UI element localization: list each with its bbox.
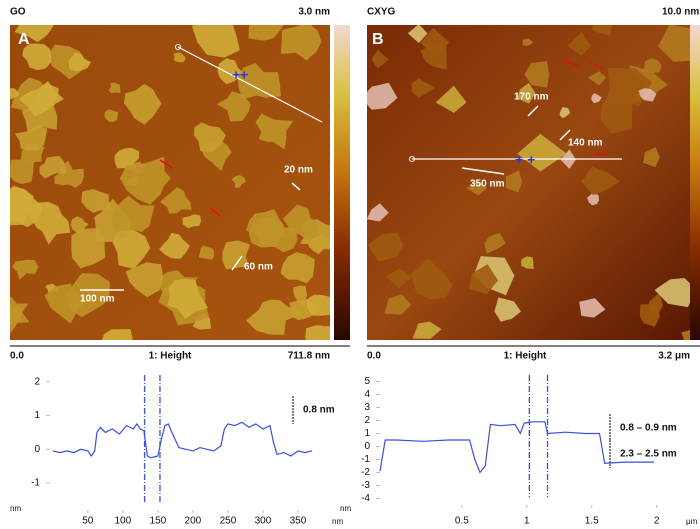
scale-max: 3.0 nm (298, 7, 330, 18)
y-axis-label: nm (340, 504, 351, 513)
y-tick-label: -4 (361, 493, 370, 504)
annotation: 20 nm (284, 165, 313, 176)
annotation: 350 nm (470, 179, 505, 190)
profile-line (380, 422, 654, 473)
page: GO 3.0 nm ++ A 20 nm 60 nm 100 nm 0.0 1:… (0, 0, 700, 529)
x-tick-label: 0.5 (455, 516, 469, 527)
y-tick-label: 1 (364, 428, 370, 439)
color-bar (690, 25, 700, 340)
panel-letter: A (18, 31, 30, 48)
panel-letter: B (372, 31, 384, 48)
x-axis-label: μm (686, 517, 698, 526)
profile-annotation: 0.8 nm (303, 405, 335, 416)
scale-max: 10.0 nm (662, 7, 699, 18)
channel: 1: Height (504, 351, 547, 362)
x-tick-label: 150 (150, 516, 167, 527)
x-tick-label: 250 (220, 516, 237, 527)
x-tick-label: 350 (290, 516, 307, 527)
annotation: 170 nm (514, 92, 549, 103)
y-tick-label: 2 (34, 376, 40, 387)
y-tick-label: 1 (34, 410, 40, 421)
x-tick-label: 300 (255, 516, 272, 527)
image-size: 711.8 nm (288, 351, 330, 362)
flake (307, 295, 335, 316)
figure: GO 3.0 nm ++ A 20 nm 60 nm 100 nm 0.0 1:… (0, 0, 700, 529)
channel: 1: Height (149, 351, 192, 362)
x-tick-label: 200 (185, 516, 202, 527)
x-axis-label: nm (332, 517, 343, 526)
panel-title: GO (10, 7, 26, 18)
y-tick-label: 0 (364, 441, 370, 452)
y-tick-label: 3 (364, 402, 370, 413)
y-tick-label: -1 (361, 454, 370, 465)
x-tick-label: 1.5 (585, 516, 599, 527)
y-tick-label: -3 (361, 480, 370, 491)
annotation: 60 nm (244, 262, 273, 273)
x-tick-label: 100 (115, 516, 132, 527)
x-tick-label: 2 (654, 516, 660, 527)
image-size: 3.2 μm (658, 351, 690, 362)
y-tick-label: -1 (31, 478, 40, 489)
y-tick-label: 5 (364, 376, 370, 387)
scale-min: 0.0 (10, 351, 24, 362)
x-tick-label: 1 (524, 516, 530, 527)
profile-annotation: 0.8 – 0.9 nm (620, 423, 677, 434)
y-tick-label: 0 (34, 444, 40, 455)
y-axis-label: nm (10, 504, 21, 513)
panel-title: CXYG (367, 7, 396, 18)
color-bar (334, 25, 350, 340)
profile-annotation: 2.3 – 2.5 nm (620, 449, 677, 460)
y-tick-label: 2 (364, 415, 370, 426)
x-tick-label: 50 (82, 516, 94, 527)
cursor-mark: + + (515, 152, 535, 168)
annotation: 100 nm (80, 294, 115, 305)
profile-line (53, 422, 312, 457)
annotation: 140 nm (568, 138, 603, 149)
y-tick-label: 4 (364, 389, 370, 400)
cursor-mark: ++ (232, 67, 248, 83)
scale-min: 0.0 (367, 351, 381, 362)
y-tick-label: -2 (361, 467, 370, 478)
